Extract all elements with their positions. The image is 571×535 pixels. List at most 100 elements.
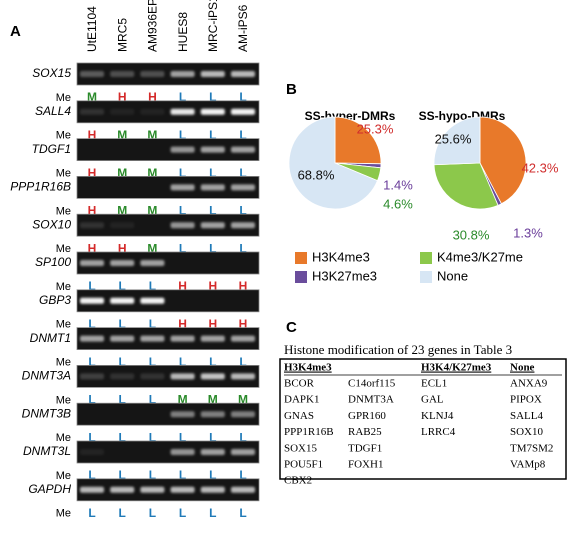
row-label: Me — [56, 243, 71, 255]
methylation-status: L — [209, 468, 216, 482]
slice-label: 68.8% — [298, 167, 335, 182]
methylation-status: H — [208, 317, 217, 331]
slice-label: 4.6% — [383, 196, 413, 211]
gel-strip — [76, 364, 260, 388]
methylation-status: M — [147, 204, 157, 218]
cell-line-label: AM936EP — [146, 0, 160, 52]
row-label: Me — [56, 470, 71, 482]
gel-band — [140, 335, 165, 342]
gel-band — [140, 373, 165, 380]
gel-band — [110, 108, 135, 115]
gel-band — [170, 373, 195, 380]
methylation-status: L — [209, 430, 216, 444]
methylation-status: M — [238, 393, 248, 407]
methylation-status: L — [149, 279, 156, 293]
methylation-status: H — [178, 317, 187, 331]
methylation-status: M — [117, 128, 127, 142]
gel-strip — [76, 62, 260, 86]
slice-label: 42.3% — [522, 160, 559, 175]
methylation-status: L — [179, 506, 186, 520]
methylation-status: L — [149, 317, 156, 331]
gene-name: DNMT3B — [22, 406, 71, 420]
gene-entry: TM7SM2 — [510, 442, 553, 454]
methylation-status: L — [179, 355, 186, 369]
gel-band — [200, 373, 225, 380]
gene-entry: GPR160 — [348, 410, 386, 422]
gel-band — [200, 486, 225, 493]
gel-band — [110, 486, 135, 493]
gene-name: PPP1R16B — [10, 180, 71, 194]
methylation-status: H — [88, 166, 97, 180]
methylation-status: H — [88, 241, 97, 255]
gel-band — [231, 146, 255, 153]
gel-band — [200, 184, 225, 191]
row-label: Me — [56, 281, 71, 293]
gel-band — [231, 411, 255, 418]
methylation-status: H — [88, 128, 97, 142]
gene-entry: DNMT3A — [348, 394, 394, 406]
gel-band — [80, 108, 104, 115]
methylation-status: L — [179, 468, 186, 482]
methylation-status: L — [179, 166, 186, 180]
slice-label: 25.6% — [435, 131, 472, 146]
table-header: None — [510, 362, 535, 374]
gel-band — [200, 335, 225, 342]
pie-slice — [334, 116, 382, 165]
gel-strip — [76, 289, 260, 313]
methylation-status: L — [119, 468, 126, 482]
cell-line-label: UtE1104 — [85, 6, 99, 52]
row-label: Me — [56, 130, 71, 142]
methylation-status: L — [88, 279, 95, 293]
gene-entry: KLNJ4 — [421, 410, 454, 422]
gel-band — [110, 222, 135, 229]
methylation-status: L — [239, 355, 246, 369]
methylation-status: L — [149, 430, 156, 444]
gel-band — [200, 222, 225, 229]
methylation-status: L — [239, 241, 246, 255]
gene-name: GAPDH — [28, 482, 71, 496]
gel-strip — [76, 100, 260, 124]
methylation-status: L — [179, 241, 186, 255]
gene-entry: PPP1R16B — [284, 426, 334, 438]
methylation-status: L — [239, 166, 246, 180]
gel-band — [231, 449, 255, 455]
methylation-status: M — [117, 166, 127, 180]
cell-line-label: HUES8 — [176, 12, 190, 52]
gene-name: DNMT3A — [22, 369, 71, 383]
gene-entry: SOX10 — [510, 426, 544, 438]
slice-label: 30.8% — [453, 227, 490, 242]
gel-band — [231, 184, 255, 191]
methylation-status: L — [179, 430, 186, 444]
methylation-status: H — [208, 279, 217, 293]
methylation-status: L — [88, 393, 95, 407]
methylation-status: M — [117, 204, 127, 218]
gel-band — [140, 260, 165, 266]
gel-band — [200, 449, 225, 455]
legend-label: None — [437, 268, 468, 283]
legend-label: H3K4me3 — [312, 249, 370, 264]
methylation-status: L — [149, 468, 156, 482]
gel-strip — [76, 478, 260, 502]
cell-line-label: MRC5 — [115, 18, 129, 52]
methylation-status: H — [118, 241, 127, 255]
methylation-status: L — [209, 241, 216, 255]
gel-band — [80, 486, 104, 493]
gene-name: GBP3 — [39, 293, 71, 307]
gene-entry: BCOR — [284, 378, 315, 390]
gel-strip — [76, 175, 260, 199]
table-frame — [279, 358, 567, 480]
gene-name: SOX10 — [32, 217, 71, 231]
gel-band — [170, 108, 195, 115]
methylation-status: L — [239, 204, 246, 218]
row-label: Me — [56, 432, 71, 444]
gene-entry: PIPOX — [510, 394, 542, 406]
gene-name: TDGF1 — [32, 142, 71, 156]
methylation-status: L — [149, 506, 156, 520]
gene-entry: GNAS — [284, 410, 314, 422]
cell-line-label: AM-iPS6 — [236, 4, 250, 52]
row-label: Me — [56, 508, 71, 520]
gene-name: SALL4 — [35, 104, 71, 118]
methylation-status: M — [147, 128, 157, 142]
gene-entry: TDGF1 — [348, 442, 382, 454]
pie-slice — [433, 162, 499, 210]
